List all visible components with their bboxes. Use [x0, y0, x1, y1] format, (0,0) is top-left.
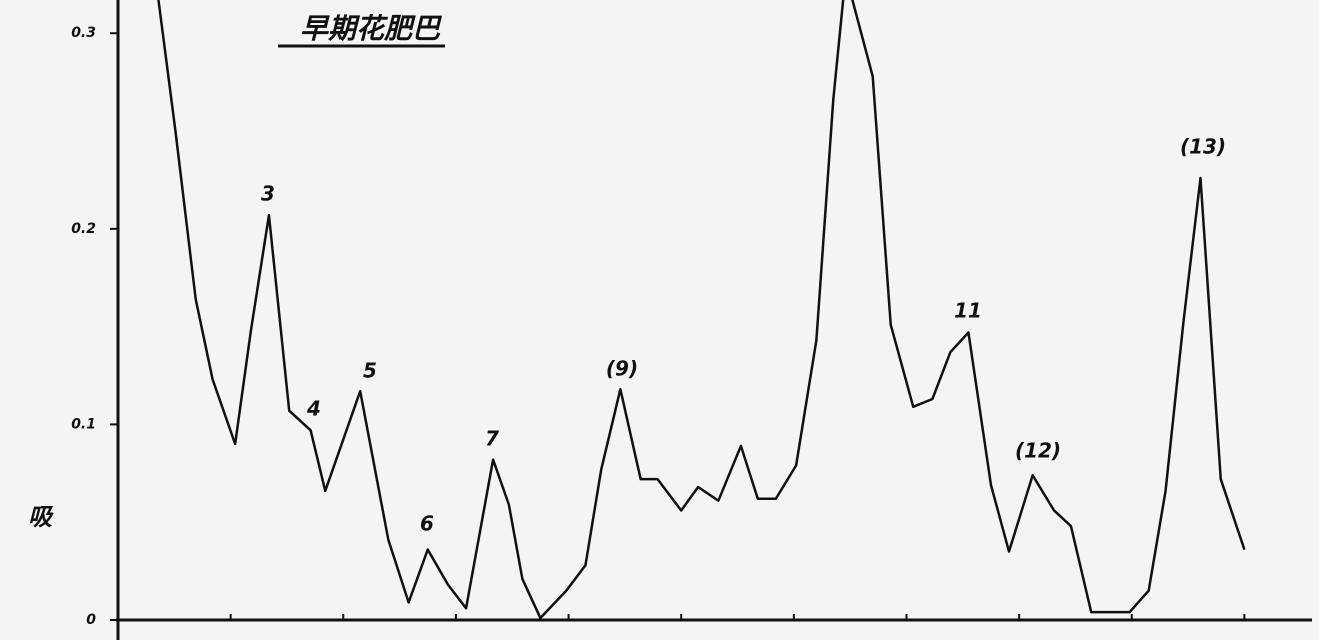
data-line: [155, 0, 1244, 618]
peak-label: 4: [306, 397, 321, 421]
peak-label: (12): [1015, 439, 1061, 463]
chart: 早期花肥巴 吸 0 0.1 0.2 0.3 3 4 5 6 7 (9) 11 (12) (13): [0, 0, 1319, 640]
peak-label: (13): [1180, 135, 1226, 159]
y-tick-label: 0.1: [71, 416, 96, 432]
peak-label: 11: [954, 299, 982, 323]
y-axis-label: 吸: [28, 503, 54, 531]
peak-label: 5: [363, 359, 377, 383]
y-tick-label: 0.3: [71, 25, 96, 41]
y-tick-label: 0.2: [71, 221, 96, 237]
peak-label: 3: [261, 182, 275, 206]
peak-label: (9): [606, 357, 638, 381]
peak-label: 6: [420, 512, 434, 536]
y-tick-label: 0: [86, 612, 96, 628]
chart-title: 早期花肥巴: [300, 12, 443, 45]
peak-label: 7: [485, 427, 499, 451]
